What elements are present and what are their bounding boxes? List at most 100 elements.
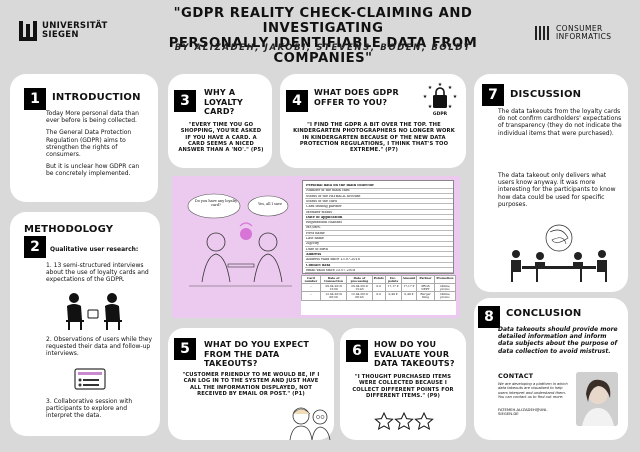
section-number: 2 <box>24 236 46 258</box>
document-row: Date of application <box>305 216 453 221</box>
table-header-cell: Partner <box>416 274 435 285</box>
table-cell: Online promo <box>433 283 457 293</box>
svg-text:★: ★ <box>448 104 453 110</box>
intro-paragraph: The General Data Protection Regulation (… <box>46 129 132 159</box>
methodology-subheading: Qualitative user research: <box>50 246 139 253</box>
consumer-informatics-logo: CONSUMER INFORMATICS <box>534 22 626 44</box>
quote-text: "CUSTOMER FRIENDLY TO ME WOULD BE, IF I … <box>182 372 320 397</box>
interview-sketch <box>187 193 292 287</box>
conclusion-text: Data takeouts should provide more detail… <box>498 326 618 355</box>
section-heading: WHY A LOYALTY CARD? <box>204 88 243 116</box>
document-row: Last name <box>305 237 453 242</box>
table-header-cell: Points <box>371 274 386 285</box>
speech-bubble-question: Do you have any loyalty card? <box>194 199 238 207</box>
card-evaluate: 6 HOW DO YOU EVALUATE YOUR DATA TAKEOUTS… <box>340 328 466 440</box>
university-name-line2: SIEGEN <box>42 30 79 40</box>
document-row: Number of the main card <box>305 189 453 194</box>
title-line1: "GDPR REALITY CHECK-CLAIMING AND INVESTI… <box>173 6 473 36</box>
title-line2: PERSONALLY IDENTIFIABLE DATA FROM COMPAN… <box>168 36 478 66</box>
transactions-table: Card number Date of transaction Date of pr… <box>301 274 457 315</box>
table-header-cell: Date of transaction <box>319 274 348 285</box>
section-number: 5 <box>174 338 196 360</box>
card-gdpr-offer: 4 WHAT DOES GDPR OFFER TO YOU? ★ ★ ★ ★ ★… <box>280 74 466 168</box>
intro-paragraph: But it is unclear how GDPR can be concre… <box>46 163 140 178</box>
section-number: 1 <box>24 88 46 110</box>
svg-text:★: ★ <box>453 94 458 100</box>
table-cell: 17,17 € <box>400 283 418 293</box>
two-people-illustration <box>289 407 331 440</box>
screen-icon <box>74 368 106 390</box>
quote-text: "EVERY TIME YOU GO SHOPPING, YOU'RE ASKE… <box>178 122 264 154</box>
table-cell: 0,49 € <box>384 291 402 301</box>
card-methodology: METHODOLOGY 2 Qualitative user research:… <box>10 212 160 436</box>
section-number: 6 <box>346 340 368 362</box>
svg-text:★: ★ <box>428 85 433 91</box>
card-expect: 5 WHAT DO YOU EXPECT FROM THE DATA TAKEO… <box>168 328 334 440</box>
document-row: Zip/city <box>305 242 453 247</box>
quote-text: "I FIND THE GDPR A BIT OVER THE TOP. THE… <box>293 122 455 154</box>
table-header-cell: Amount <box>400 274 418 285</box>
document-row: Status of the PAYBACK account <box>305 195 453 200</box>
methodology-step: 3. Collaborative session with participan… <box>46 398 133 420</box>
section-number: 4 <box>286 90 308 112</box>
table-cell: ... <box>301 291 321 301</box>
intro-body: Today More personal data than ever befor… <box>46 110 148 183</box>
author-photo <box>576 372 618 426</box>
discussion-paragraph: The data takeouts from the loyalty cards… <box>498 108 622 137</box>
document-row: Personal data on the main collector <box>305 184 453 189</box>
table-cell: 12.04.2019 08:43 <box>346 291 373 301</box>
authors: BY ALIZADEH, JAKOBI, STEVENS, BODEN, BOL… <box>174 43 472 53</box>
section-number: 7 <box>482 84 504 106</box>
consumer-informatics-icon <box>535 26 549 40</box>
document-row: Address valid since 13.07.2018 <box>305 258 453 263</box>
section-number: 8 <box>478 306 500 328</box>
contact-email[interactable]: FATEMEH.ALIZADEH@UNI-SIEGEN.DE <box>498 407 548 417</box>
document-row: Date of birth <box>305 248 453 253</box>
group-discussion-illustration <box>511 224 607 282</box>
section-heading: WHAT DO YOU EXPECT FROM THE DATA TAKEOUT… <box>204 340 310 368</box>
document-row: email valid since 15.07.2018 <box>305 269 453 274</box>
intro-paragraph: Today More personal data than ever befor… <box>46 110 139 125</box>
document-row: Member status <box>305 211 453 216</box>
card-introduction: 1 INTRODUCTION Today More personal data … <box>10 74 158 202</box>
methodology-step: 2. Observations of users while they requ… <box>46 336 153 358</box>
table-header-cell: Card number <box>301 274 321 285</box>
table-header-cell: Promotion <box>433 274 457 285</box>
ci-line1: CONSUMER <box>556 24 603 33</box>
ci-line2: INFORMATICS <box>556 32 612 41</box>
quote-text: "I THOUGHT PURCHASED ITEMS WERE COLLECTE… <box>352 374 454 399</box>
personal-data-document: Personal data on the main collector Numbe… <box>302 180 454 274</box>
table-cell: 0,49 € <box>400 291 418 301</box>
table-header-cell: Date of processing <box>346 274 373 285</box>
person-portrait-icon <box>576 372 618 426</box>
svg-text:★: ★ <box>438 82 443 88</box>
table-cell: 29.04.2019 13:00 <box>319 283 348 293</box>
gdpr-badge-icon: ★ ★ ★ ★ ★ ★ ★ <box>423 82 458 110</box>
document-row: Mr./Mrs. <box>305 226 453 231</box>
document-row: Status of the card <box>305 200 453 205</box>
table-cell: Burger King <box>416 291 435 301</box>
star-rating-icon <box>374 412 434 430</box>
contact-text: We are developing a platform in which da… <box>498 382 568 399</box>
section-heading: WHAT DOES GDPR OFFER TO YOU? <box>314 88 399 107</box>
section-number: 3 <box>174 90 196 112</box>
svg-text:★: ★ <box>448 85 453 91</box>
table-cell: 17,17 € <box>384 283 402 293</box>
table-cell: 0.0 <box>371 283 386 293</box>
document-row: First name <box>305 232 453 237</box>
svg-text:★: ★ <box>428 104 433 110</box>
discussion-paragraph: The data takeout only delivers what user… <box>498 172 616 208</box>
section-heading: DISCUSSION <box>510 89 582 100</box>
interview-people-icon <box>66 293 122 330</box>
table-cell: 0.0 <box>371 291 386 301</box>
table-header-cell: Inc. points <box>384 274 402 285</box>
svg-text:★: ★ <box>423 94 428 100</box>
table-cell: 29.04.2019 13:43 <box>346 283 373 293</box>
document-row: Contact data <box>305 264 453 269</box>
table-row: ... 29.04.2019 13:00 29.04.2019 13:43 0.0 17… <box>301 283 457 293</box>
contact-heading: CONTACT <box>498 372 534 380</box>
table-cell: Online promo <box>433 291 457 301</box>
section-heading: METHODOLOGY <box>24 224 114 235</box>
section-heading: CONCLUSION <box>506 308 582 319</box>
